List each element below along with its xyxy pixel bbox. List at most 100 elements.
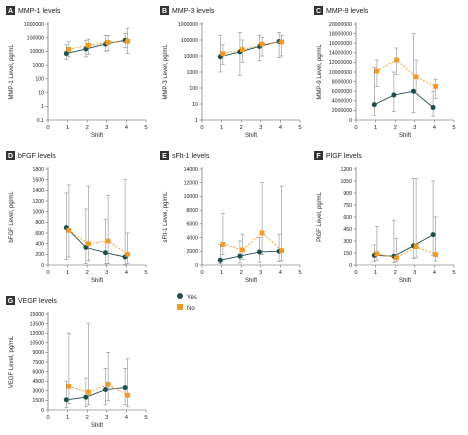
chart-f-ytick-label: 900 <box>343 191 352 197</box>
chart-e-point-yes <box>237 253 243 259</box>
chart-g-ytick-label: 7500 <box>32 360 44 366</box>
chart-g-point-yes <box>83 394 89 400</box>
chart-a-xtick-label: 2 <box>86 125 89 131</box>
chart-g-xtick-label: 2 <box>86 415 89 421</box>
chart-e-ytick-label: 14000 <box>184 167 199 173</box>
chart-g-ytick-label: 3000 <box>32 389 44 395</box>
chart-c-point-no <box>413 74 419 80</box>
chart-d-title: bFGF levels <box>18 153 56 160</box>
chart-a-badge-letter: A <box>8 8 13 15</box>
chart-g-title: VEGF levels <box>18 298 57 305</box>
chart-b-title: MMP-3 levels <box>172 8 215 15</box>
chart-d-line-yes <box>65 227 126 258</box>
chart-d-xlabel: Shift <box>91 278 103 284</box>
chart-e-xtick-label: 1 <box>220 270 223 276</box>
chart-g-point-yes <box>122 385 128 391</box>
panel-g: G VEGF levels 0 1500 3000 4500 6000 7500 9000 105… <box>4 294 154 429</box>
chart-f-badge <box>314 151 323 160</box>
chart-f-ylabel: PlGF Level, pg/mL <box>317 191 323 241</box>
chart-a-ytick-label: 1000000 <box>24 22 44 28</box>
panel-a: A MMP-1 levels 0.1 1 10 100 1000 10000 100000 100… <box>4 4 154 139</box>
chart-b-xtick-label: 2 <box>240 125 243 131</box>
chart-g-point-yes <box>103 387 108 393</box>
chart-a-point-yes <box>83 46 89 52</box>
chart-e-point-no <box>220 242 226 247</box>
chart-f-ytick-label: 1050 <box>340 179 352 185</box>
chart-d-ytick-label: 400 <box>35 241 44 247</box>
chart-e-ytick-label: 10000 <box>184 194 199 200</box>
chart-a: A MMP-1 levels0.1110100100010000100000100… <box>6 6 148 139</box>
chart-a-ytick-label: 1000 <box>32 63 44 69</box>
chart-g-line-no <box>68 383 128 396</box>
chart-e-ytick-label: 2000 <box>186 249 198 255</box>
chart-g-ytick-label: 9000 <box>32 350 44 356</box>
chart-f-title: PlGF levels <box>326 153 362 160</box>
legend-label-yes: Yes <box>187 295 197 301</box>
chart-f-xtick-label: 1 <box>374 270 377 276</box>
chart-e-point-yes <box>257 249 262 255</box>
chart-e-line-yes <box>220 250 280 261</box>
chart-d-ytick-label: 1000 <box>32 209 44 215</box>
chart-f-point-no <box>433 252 439 257</box>
chart-f-xtick-label: 5 <box>452 270 455 276</box>
chart-c-ytick-label: 6000000 <box>332 89 352 95</box>
legend-label-no: No <box>187 306 195 312</box>
chart-b-xtick-label: 5 <box>298 125 301 131</box>
chart-b-ytick-label: 100 <box>189 86 198 92</box>
chart-d-ytick-label: 1400 <box>32 188 44 194</box>
chart-e-ytick-label: 6000 <box>186 222 198 228</box>
chart-a-ytick-label: 100 <box>35 77 44 83</box>
panel-b: B MMP-3 levels 1 10 100 1000 10000 100000 100000… <box>158 4 308 139</box>
chart-c-ylabel: MMP-9 Level, pg/mL <box>317 44 323 100</box>
chart-g-badge <box>6 296 15 305</box>
chart-g-ytick-label: 6000 <box>32 369 44 375</box>
chart-f-ytick-label: 1200 <box>340 167 352 173</box>
chart-f-xlabel: Shift <box>399 278 411 284</box>
panel-f: F PlGF levels 0 150 300 450 600 750 900 1050 1200 0… <box>312 149 462 284</box>
chart-d-xtick-label: 2 <box>86 270 89 276</box>
chart-f-ytick-label: 750 <box>343 203 352 209</box>
chart-e-ytick-label: 8000 <box>186 208 198 214</box>
chart-b-point-no <box>259 41 265 47</box>
chart-f-ytick-label: 600 <box>343 215 352 221</box>
chart-d-point-yes <box>83 244 89 250</box>
chart-b-ytick-label: 1000000 <box>178 22 198 28</box>
chart-e-title: sFlt-1 levels <box>172 153 210 160</box>
chart-g-xtick-label: 3 <box>105 415 108 421</box>
chart-d-ytick-label: 1600 <box>32 177 44 183</box>
chart-d-point-yes <box>103 250 108 256</box>
chart-d-ytick-label: 200 <box>35 252 44 258</box>
chart-e-point-no <box>259 230 265 236</box>
chart-c-ytick-label: 8000000 <box>332 79 352 85</box>
chart-c-point-yes <box>411 88 416 94</box>
chart-c-title: MMP-9 levels <box>326 8 369 15</box>
chart-c-xtick-label: 4 <box>433 125 437 131</box>
chart-b-line-yes <box>220 41 280 58</box>
chart-c-xtick-label: 0 <box>354 125 357 131</box>
chart-b-ytick-label: 10000 <box>184 54 199 60</box>
chart-f-line-yes <box>374 234 434 257</box>
chart-d-badge <box>6 151 15 160</box>
chart-a-ytick-label: 10 <box>38 90 44 96</box>
chart-f-ytick-label: 450 <box>343 227 352 233</box>
chart-e-xlabel: Shift <box>245 278 257 284</box>
chart-f-point-no <box>394 255 399 261</box>
chart-b-xtick-label: 3 <box>259 125 262 131</box>
chart-a-point-no <box>66 47 72 52</box>
chart-e-xtick-label: 3 <box>259 270 262 276</box>
chart-g-point-no <box>66 383 72 389</box>
chart-c-point-yes <box>391 92 397 98</box>
chart-b-xtick-label: 0 <box>200 125 203 131</box>
chart-d-point-no <box>66 227 72 233</box>
chart-d-xtick-label: 4 <box>125 270 129 276</box>
chart-b-ytick-label: 1000 <box>186 70 198 76</box>
chart-f-point-no <box>374 251 380 257</box>
chart-a-xtick-label: 0 <box>46 125 49 131</box>
chart-a-ytick-label: 10000 <box>30 49 45 55</box>
chart-g-ytick-label: 10500 <box>30 341 45 347</box>
chart-g-ylabel: VEGF Level, pg/mL <box>9 335 15 388</box>
chart-b-line-no <box>222 41 282 55</box>
